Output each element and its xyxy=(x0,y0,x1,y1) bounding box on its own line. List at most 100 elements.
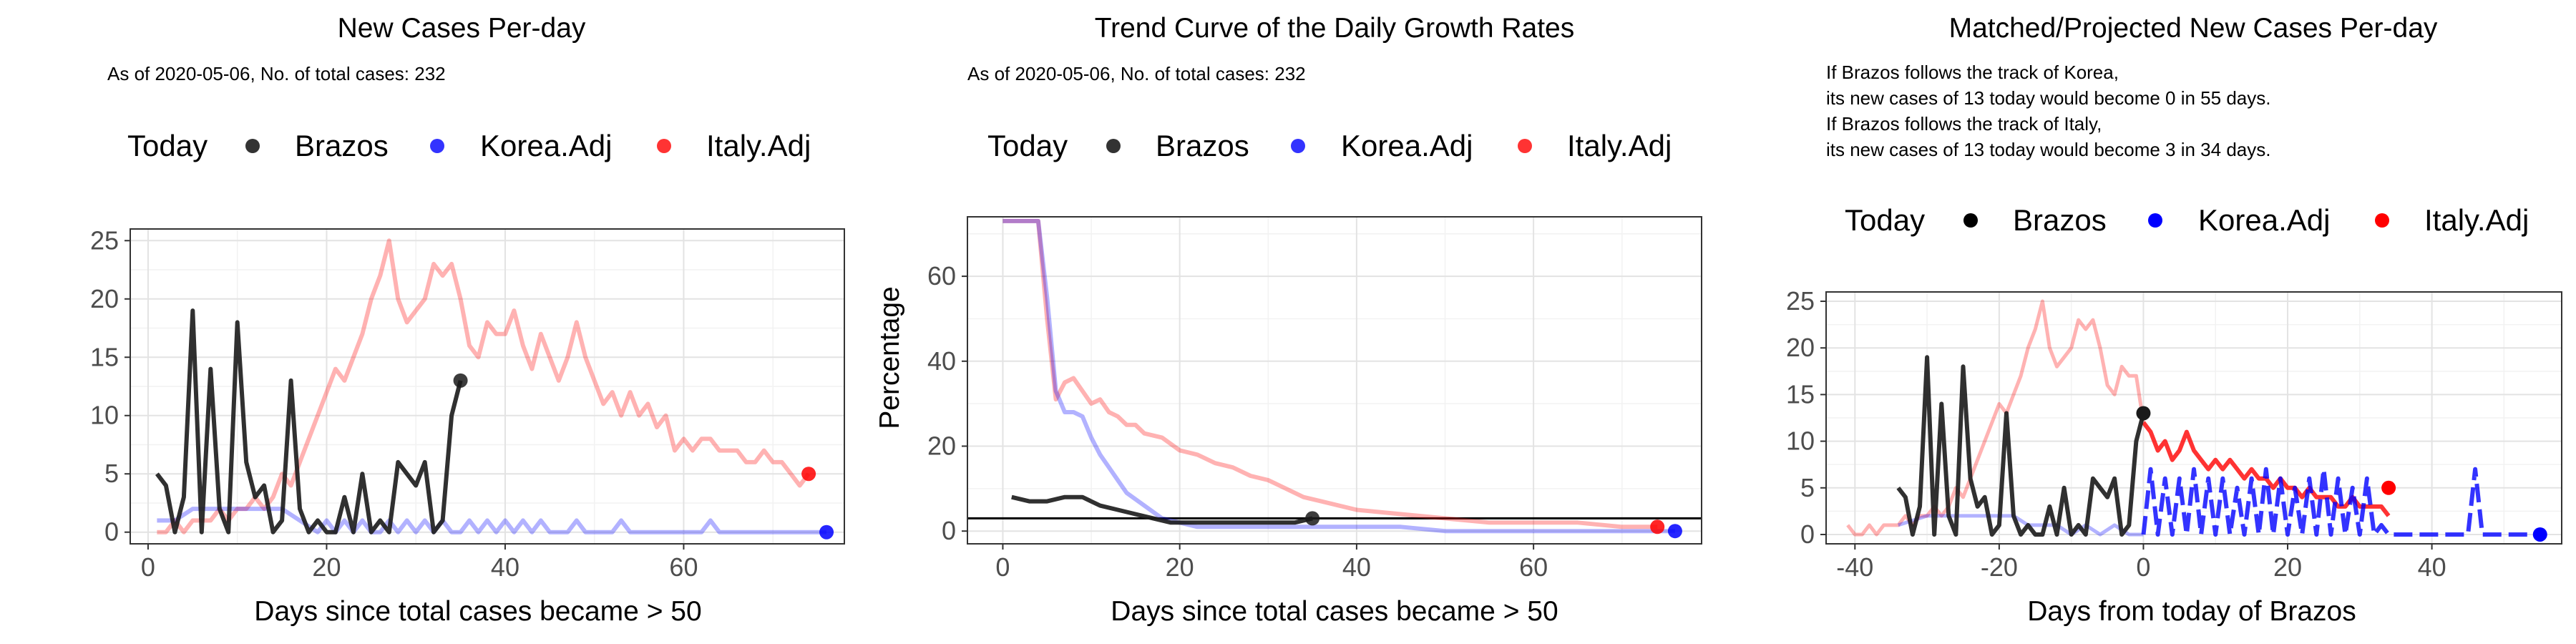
legend-italy-key xyxy=(657,139,671,153)
legend-italy-key xyxy=(1518,139,1532,153)
panel-projected: Matched/Projected New Cases Per-day If B… xyxy=(1786,13,2562,627)
y-tick-label: 25 xyxy=(90,225,119,255)
panel-title: Matched/Projected New Cases Per-day xyxy=(1949,13,2438,44)
y-tick-label: 40 xyxy=(927,346,956,376)
legend-korea-key xyxy=(430,139,444,153)
x-tick-label: -40 xyxy=(1836,552,1873,582)
series-line-korea xyxy=(1002,218,1675,534)
y-tick-label: 0 xyxy=(942,516,956,545)
today-point-italy xyxy=(801,467,816,482)
y-axis-label: Percentage xyxy=(874,286,905,429)
x-tick-label: -20 xyxy=(1981,552,2018,582)
x-tick-label: 40 xyxy=(2418,552,2446,582)
grid xyxy=(967,217,1702,544)
x-tick-label: 20 xyxy=(2273,552,2302,582)
series-line-italy xyxy=(1846,299,2145,537)
legend-today-label: Today xyxy=(987,129,1068,162)
legend-italy-label: Italy.Adj xyxy=(2424,203,2529,237)
series-layer xyxy=(967,218,1702,534)
panel-border xyxy=(967,216,1702,545)
panel-border xyxy=(130,228,845,545)
grid xyxy=(130,229,844,544)
y-tick-label: 60 xyxy=(927,261,956,291)
legend: Today Brazos Korea.Adj Italy.Adj xyxy=(987,129,1672,162)
y-tick-label: 10 xyxy=(1786,426,1815,456)
today-point-italy xyxy=(2381,480,2396,495)
y-tick-label: 20 xyxy=(927,431,956,460)
panel-title: New Cases Per-day xyxy=(338,13,586,44)
x-tick-label: 40 xyxy=(491,552,519,582)
series-layer xyxy=(1846,299,2540,537)
panel-note: If Brazos follows the track of Korea, xyxy=(1826,62,2119,83)
panel-growth-rates: Trend Curve of the Daily Growth Rates As… xyxy=(874,13,1702,627)
plot-area: 0 20 40 60 0 5 10 15 20 25 xyxy=(90,225,845,582)
y-tick-label: 10 xyxy=(90,401,119,430)
y-tick-label: 15 xyxy=(90,342,119,371)
series-line-korea xyxy=(1898,514,2144,537)
x-tick-label: 0 xyxy=(2136,552,2150,582)
y-tick-label: 0 xyxy=(104,517,119,547)
panel-note: If Brazos follows the track of Italy, xyxy=(1826,113,2102,135)
x-tick-label: 20 xyxy=(312,552,341,582)
series-line-italy xyxy=(1002,218,1658,530)
y-tick-label: 20 xyxy=(1786,333,1815,362)
legend-today-label: Today xyxy=(1845,203,1925,237)
legend-brazos-label: Brazos xyxy=(295,129,389,162)
plot-area: -40 -20 0 20 40 0 5 10 15 20 25 xyxy=(1786,286,2562,582)
x-tick-label: 20 xyxy=(1166,552,1194,582)
panel-border xyxy=(1825,291,2562,545)
y-tick-label: 5 xyxy=(1800,473,1815,502)
legend-brazos-label: Brazos xyxy=(2013,203,2107,237)
axes: -40 -20 0 20 40 0 5 10 15 20 25 xyxy=(1786,286,2446,582)
axes: 0 20 40 60 0 20 40 60 xyxy=(927,261,1548,582)
today-point-brazos xyxy=(453,373,468,388)
today-point-korea xyxy=(819,525,834,540)
panel-new-cases: New Cases Per-day As of 2020-05-06, No. … xyxy=(90,13,845,627)
legend-korea-key xyxy=(2148,213,2162,228)
panel-note: its new cases of 13 today would become 3… xyxy=(1826,139,2270,160)
legend-korea-label: Korea.Adj xyxy=(480,129,612,162)
legend-korea-label: Korea.Adj xyxy=(2198,203,2330,237)
legend: Today Brazos Korea.Adj Italy.Adj xyxy=(1845,203,2529,237)
axes: 0 20 40 60 0 5 10 15 20 25 xyxy=(90,225,698,582)
x-axis-label: Days since total cases became > 50 xyxy=(254,596,701,627)
today-point-brazos xyxy=(2136,406,2151,421)
legend-today-label: Today xyxy=(127,129,208,162)
series-line-brazos xyxy=(155,308,463,535)
today-point-italy xyxy=(1650,519,1665,535)
today-point-korea xyxy=(1667,524,1682,539)
y-tick-label: 0 xyxy=(1800,519,1815,549)
today-point-brazos xyxy=(1305,511,1320,526)
x-axis-label: Days from today of Brazos xyxy=(2027,596,2356,627)
x-axis-label: Days since total cases became > 50 xyxy=(1111,596,1558,627)
panel-title: Trend Curve of the Daily Growth Rates xyxy=(1095,13,1574,44)
grid xyxy=(1826,292,2562,544)
panel-note: As of 2020-05-06, No. of total cases: 23… xyxy=(107,63,446,84)
y-tick-label: 15 xyxy=(1786,379,1815,409)
legend-italy-label: Italy.Adj xyxy=(1567,129,1672,162)
plot-area: 0 20 40 60 0 20 40 60 xyxy=(927,216,1702,582)
panel-note: As of 2020-05-06, No. of total cases: 23… xyxy=(967,63,1306,84)
legend-brazos-key xyxy=(1963,213,1978,228)
series-layer xyxy=(155,238,826,535)
today-point-korea xyxy=(2532,527,2547,542)
legend-korea-key xyxy=(1291,139,1305,153)
panel-note: its new cases of 13 today would become 0… xyxy=(1826,87,2270,109)
series-line-korea-projected xyxy=(2141,467,2540,537)
y-tick-label: 25 xyxy=(1786,286,1815,316)
legend-brazos-key xyxy=(245,139,260,153)
legend-brazos-label: Brazos xyxy=(1156,129,1249,162)
legend-brazos-key xyxy=(1106,139,1121,153)
y-tick-label: 5 xyxy=(104,459,119,488)
x-tick-label: 60 xyxy=(669,552,698,582)
x-tick-label: 60 xyxy=(1519,552,1548,582)
x-tick-label: 0 xyxy=(995,552,1010,582)
x-tick-label: 0 xyxy=(141,552,155,582)
legend-italy-key xyxy=(2375,213,2389,228)
legend-italy-label: Italy.Adj xyxy=(706,129,811,162)
series-line-italy xyxy=(157,238,811,535)
legend-korea-label: Korea.Adj xyxy=(1341,129,1473,162)
x-tick-label: 40 xyxy=(1342,552,1371,582)
series-line-brazos xyxy=(1896,355,2146,537)
